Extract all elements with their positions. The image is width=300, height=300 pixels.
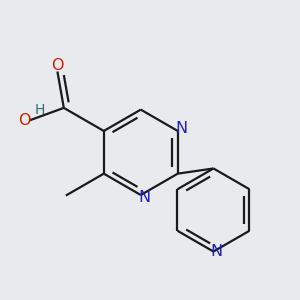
Text: O: O: [18, 113, 31, 128]
Text: H: H: [34, 103, 45, 117]
Text: N: N: [211, 244, 223, 259]
Text: O: O: [51, 58, 64, 73]
Text: N: N: [175, 121, 187, 136]
Text: N: N: [138, 190, 150, 205]
